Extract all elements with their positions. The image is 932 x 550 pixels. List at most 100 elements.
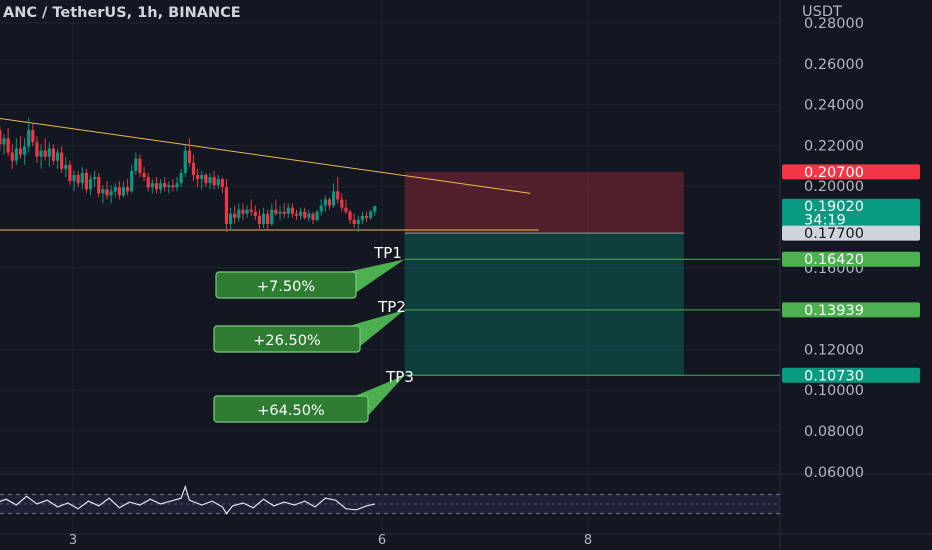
callout-label-tp2: TP2 <box>377 298 406 316</box>
price-tag-countdown: 34:19 <box>804 213 846 229</box>
candle-body <box>299 211 303 216</box>
candle-body <box>253 211 257 216</box>
candle-body <box>39 150 43 157</box>
candle-body <box>6 138 10 153</box>
position-tool[interactable] <box>404 171 780 376</box>
time-tick-label: 8 <box>584 533 592 548</box>
candle-body <box>68 164 72 182</box>
candle-body <box>121 187 126 196</box>
price-tick-label: 0.08000 <box>804 424 864 440</box>
candle-body <box>150 183 154 188</box>
candle-body <box>22 146 27 155</box>
candle-body <box>64 164 68 169</box>
candle-body <box>175 183 179 188</box>
price-tag <box>782 302 920 318</box>
candle-body <box>2 138 6 145</box>
candle-body <box>117 187 121 196</box>
candle-body <box>191 162 196 175</box>
candle-body <box>187 150 191 163</box>
candle-body <box>93 177 97 180</box>
callout-box-tp2 <box>213 325 361 353</box>
candle-body <box>134 158 138 171</box>
time-tick-label: 6 <box>378 533 386 548</box>
candle-body <box>241 209 245 214</box>
candle-body <box>154 183 159 190</box>
candle-body <box>105 189 109 196</box>
candle-body <box>249 209 253 212</box>
candle-body <box>257 215 262 224</box>
chart-title: ANC / TetherUS, 1h, BINANCE <box>3 5 241 21</box>
candle-body <box>360 215 365 220</box>
callout-gain-tp2: +26.50% <box>253 333 320 349</box>
candle-body <box>369 211 373 218</box>
price-tag <box>782 225 920 241</box>
candle-body <box>315 211 319 220</box>
price-tag <box>782 367 920 383</box>
candle-body <box>245 209 249 214</box>
candle-body <box>138 158 142 173</box>
candle-body <box>278 211 282 214</box>
candle-body <box>97 177 101 194</box>
oscillator-line <box>0 484 375 515</box>
candle-body <box>43 150 47 157</box>
price-tick-label: 0.12000 <box>804 342 864 358</box>
candle-body <box>35 142 39 157</box>
price-tag-text: 0.10730 <box>804 368 864 384</box>
candle-body <box>228 213 233 224</box>
candle-body <box>331 191 336 206</box>
price-tag <box>782 251 920 267</box>
candle-body <box>294 213 299 216</box>
candle-body <box>319 205 323 212</box>
candle-body <box>311 213 315 220</box>
candle-body <box>340 199 344 208</box>
price-tag-text: 0.13939 <box>804 303 864 319</box>
candle-body <box>163 183 167 188</box>
time-axis[interactable]: 3 6 8 <box>69 533 592 548</box>
callout-box-tp1 <box>215 271 357 299</box>
price-tick-label: 0.28000 <box>804 16 864 32</box>
oscillator-pane <box>0 484 780 515</box>
candle-body <box>261 213 266 224</box>
price-tag-text: 0.20700 <box>804 165 864 181</box>
candle-body <box>352 219 356 224</box>
price-axis-unit: USDT <box>802 4 842 20</box>
candle-body <box>171 185 175 188</box>
candle-body <box>216 179 220 186</box>
price-tick-label: 0.22000 <box>804 138 864 154</box>
candle-body <box>220 179 224 188</box>
price-tag-text: 0.19020 <box>804 199 864 215</box>
price-tag-text: 0.16420 <box>804 252 864 268</box>
candle-body <box>146 177 150 188</box>
candle-body <box>348 211 352 220</box>
candle-body <box>237 209 241 218</box>
candle-body <box>18 148 23 155</box>
candle-body <box>76 174 80 184</box>
candle-body <box>373 206 377 212</box>
candle-body <box>336 191 340 200</box>
candle-body <box>356 219 360 224</box>
price-tick-label: 0.20000 <box>804 179 864 195</box>
candle-body <box>224 187 229 224</box>
callout-gain-tp3: +64.50% <box>257 403 324 419</box>
candle-body <box>51 148 56 161</box>
tp-callouts: +7.50% TP1 +26.50% TP2 +64.50% TP3 <box>213 244 414 423</box>
candle-body <box>158 183 163 190</box>
price-tick-label: 0.06000 <box>804 465 864 481</box>
candle-body <box>282 211 286 214</box>
candle-body <box>323 199 327 206</box>
candle-body <box>88 179 93 190</box>
candle-body <box>364 215 369 218</box>
candle-body <box>196 174 200 180</box>
candle-body <box>113 187 117 192</box>
candle-body <box>270 209 274 224</box>
candle-body <box>307 213 311 218</box>
price-tick-label: 0.24000 <box>804 98 864 114</box>
target-zone <box>404 233 684 376</box>
candle-body <box>274 209 278 214</box>
candle-body <box>0 130 2 145</box>
trendlines[interactable] <box>0 117 539 231</box>
candle-body <box>84 172 88 190</box>
price-tick-label: 0.10000 <box>804 383 864 399</box>
